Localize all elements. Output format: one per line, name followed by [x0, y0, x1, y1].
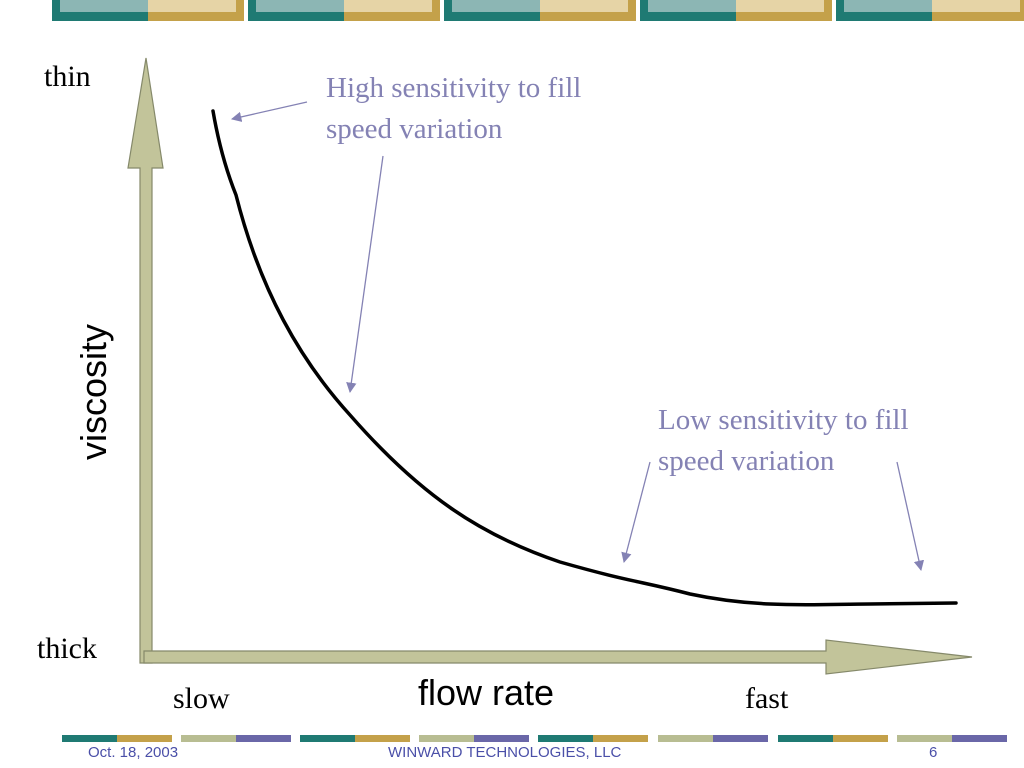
high-sensitivity-line1: High sensitivity to fill: [326, 72, 582, 104]
banner-tile: [52, 0, 244, 21]
banner-tile: [248, 0, 440, 21]
top-decorative-banner: [0, 0, 1024, 22]
y-axis-top-label: thin: [44, 60, 91, 93]
high-sensitivity-arrow-down: [346, 155, 384, 394]
x-axis-arrow: [143, 639, 973, 675]
viscosity-curve: [211, 109, 958, 607]
low-sensitivity-arrow-right: [896, 461, 925, 572]
footer-company: WINWARD TECHNOLOGIES, LLC: [388, 744, 622, 761]
x-axis-title: flow rate: [418, 672, 555, 713]
bottom-decorative-banner: [0, 735, 1024, 743]
high-sensitivity-arrow-left: [230, 101, 308, 123]
y-axis-bottom-label: thick: [37, 632, 97, 665]
banner-tile: [444, 0, 636, 21]
high-sensitivity-annotation: High sensitivity to fill speed variation: [326, 68, 581, 150]
footer-date: Oct. 18, 2003: [88, 744, 179, 761]
y-axis-arrow: [127, 57, 164, 664]
low-sensitivity-line2: speed variation: [658, 445, 835, 477]
low-sensitivity-line1: Low sensitivity to fill: [658, 404, 909, 436]
x-axis-right-label: fast: [745, 682, 789, 715]
x-axis-left-label: slow: [173, 682, 230, 715]
banner-tile: [836, 0, 1024, 21]
low-sensitivity-annotation: Low sensitivity to fill speed variation: [658, 400, 909, 482]
footer-page-number: 6: [929, 744, 938, 761]
high-sensitivity-line2: speed variation: [326, 113, 503, 145]
low-sensitivity-arrow-left: [621, 461, 651, 564]
y-axis-title: viscosity: [73, 323, 114, 461]
banner-tile: [640, 0, 832, 21]
